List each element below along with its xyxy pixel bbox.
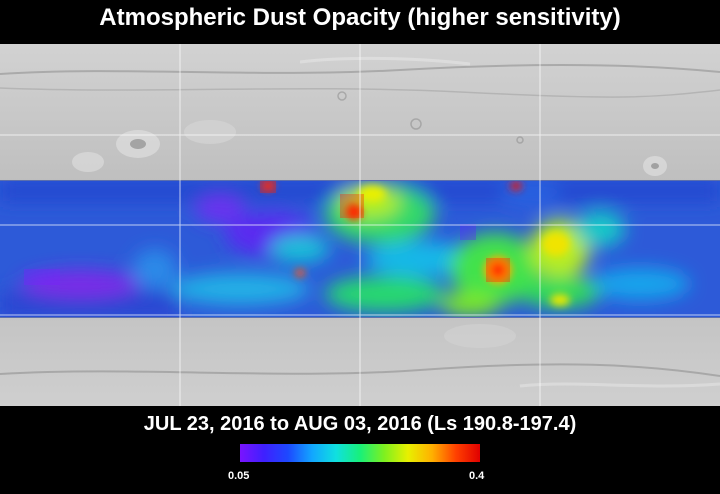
mars-opacity-map [0, 44, 720, 406]
colorbar-min-label: 0.05 [228, 470, 250, 482]
opacity-colorbar [240, 444, 480, 462]
lat-lon-grid [0, 44, 720, 406]
terrain-features [0, 56, 720, 388]
colorbar-max-label: 0.4 [469, 470, 485, 482]
map-title: Atmospheric Dust Opacity (higher sensiti… [99, 4, 621, 31]
date-range-label: JUL 23, 2016 to AUG 03, 2016 (Ls 190.8-1… [143, 413, 577, 435]
